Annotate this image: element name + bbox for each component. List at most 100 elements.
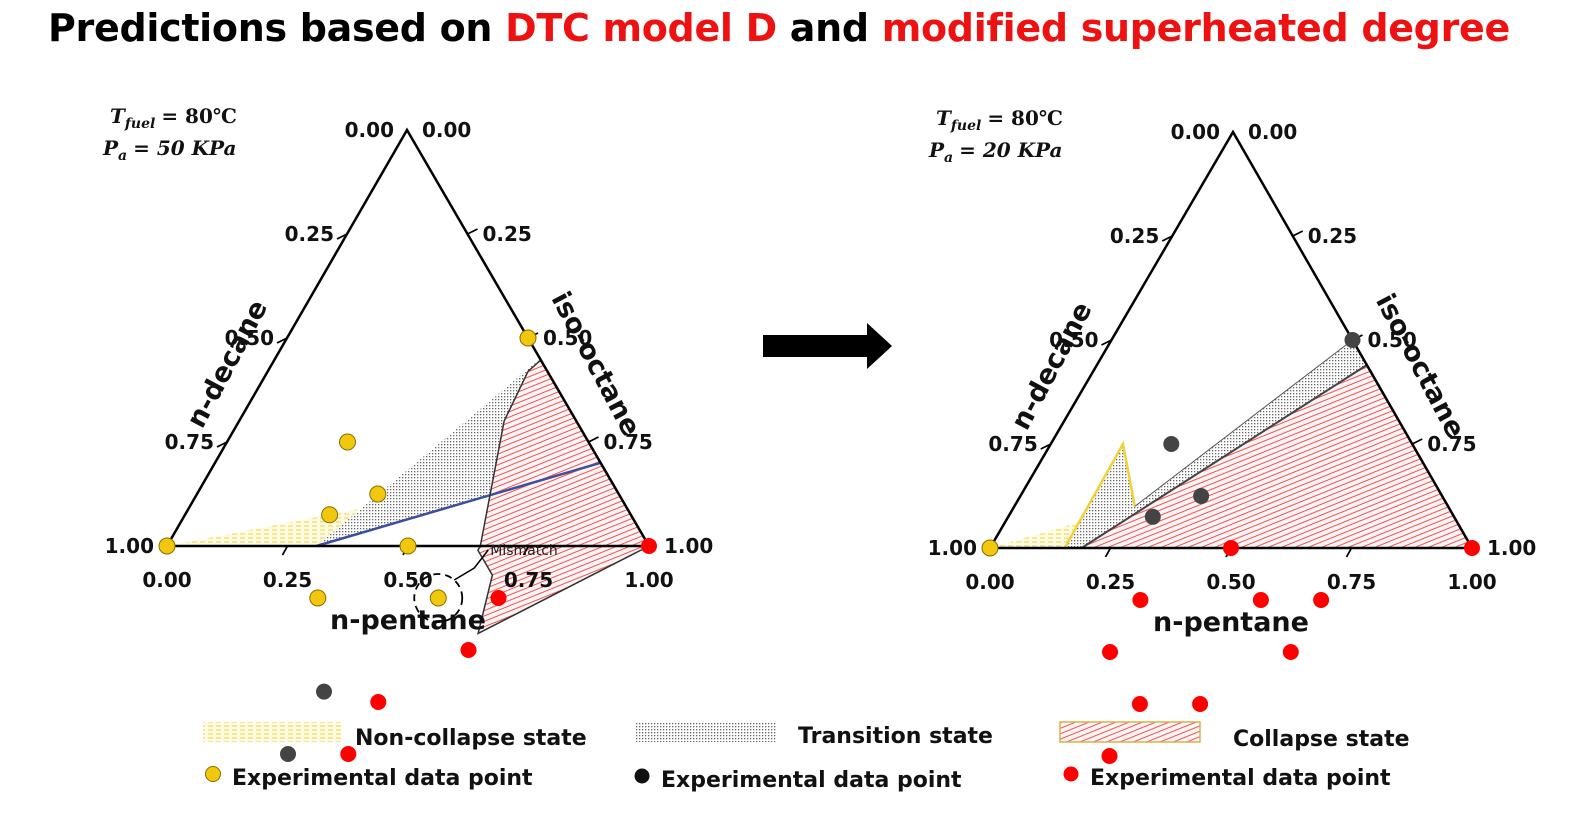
data-point-transition [1344, 332, 1361, 348]
axis-label-n-pentane: n-pentane [1153, 607, 1309, 638]
data-point-non-collapse [399, 537, 417, 555]
condition-pressure: Pa = 20 KPa [928, 138, 1062, 166]
axis-label-n-pentane: n-pentane [330, 605, 486, 636]
bottom-tick-label: 0.50 [383, 568, 432, 592]
bottom-tick-label: 0.75 [504, 568, 553, 592]
right-tick-label: 1.00 [1487, 536, 1536, 560]
right-tick-label: 0.50 [543, 326, 592, 350]
axis-label-n-decane: n-decane [1005, 297, 1098, 435]
right-tick-mark [588, 436, 599, 443]
data-point-non-collapse [158, 537, 176, 555]
bottom-tick-mark [281, 545, 289, 556]
right-tick-label: 0.75 [1427, 432, 1476, 456]
figure-title: Predictions based on DTC model D and mod… [48, 6, 1510, 50]
ternary-plot-right: 0.00 1.00 1.00 0.25 0.75 0.75 0.50 0.50 0.50 0.75… [928, 106, 1536, 764]
legend-swatch-collapse [1059, 721, 1201, 743]
left-tick-mark [1040, 443, 1052, 450]
bottom-tick-label: 0.50 [1206, 570, 1255, 594]
left-tick-label: 0.75 [988, 432, 1037, 456]
legend-marker-dark [634, 768, 650, 784]
condition-temperature: Tfuel = 80℃ [936, 106, 1063, 134]
boundary-line-non-collapse [1063, 440, 1137, 549]
left-tick-mark [216, 441, 228, 448]
data-point-collapse [1102, 644, 1118, 660]
left-tick-label: 0.50 [1049, 328, 1098, 352]
data-point-non-collapse [309, 589, 327, 607]
right-tick-label: 1.00 [664, 534, 713, 558]
right-tick-mark [1411, 438, 1423, 445]
legend-label-transition: Transition state [798, 724, 993, 749]
legend-marker-red [1063, 766, 1079, 782]
right-tick-label: 0.25 [483, 222, 532, 246]
legend-swatch-transition [636, 722, 776, 742]
data-point-transition [1193, 488, 1210, 504]
bottom-tick-label: 1.00 [1447, 570, 1496, 594]
legend-marker-yellow [205, 766, 221, 782]
legend-point-label-red: Experimental data point [1090, 766, 1391, 791]
title-method-name: modified superheated degree [881, 6, 1511, 50]
region-transition [316, 358, 601, 634]
data-point-transition [1144, 508, 1161, 525]
title-model-name: DTC model D [505, 6, 777, 50]
boundary-line-collapse [1081, 364, 1368, 549]
legend-point-label-yellow: Experimental data point [232, 766, 533, 791]
right-tick-mark [1292, 230, 1304, 237]
data-point-collapse [1131, 696, 1148, 712]
data-point-collapse [1282, 644, 1299, 660]
left-tick-mark [1101, 339, 1112, 346]
bottom-tick-mark [522, 545, 530, 556]
boundary-line-transition [1134, 339, 1353, 507]
legend-point-label-dark: Experimental data point [661, 768, 962, 793]
legend: Non-collapse state Transition state Coll… [203, 721, 1410, 793]
data-point-collapse [1132, 592, 1149, 608]
data-point-collapse [1223, 540, 1239, 556]
legend-swatch-non-collapse [203, 722, 341, 742]
transition-arrow-icon [763, 323, 892, 369]
bottom-tick-label: 0.25 [1086, 570, 1135, 594]
condition-pressure: Pa = 50 KPa [102, 136, 236, 164]
data-point-non-collapse [429, 589, 447, 607]
legend-label-collapse: Collapse state [1233, 727, 1410, 752]
bottom-tick-label: 1.00 [624, 568, 673, 592]
data-point-collapse [340, 746, 357, 762]
region-collapse [1081, 365, 1472, 548]
mismatch-highlight-circle [413, 573, 464, 623]
region-collapse [477, 360, 649, 634]
left-tick-label: 0.00 [1171, 120, 1220, 144]
data-point-collapse [1101, 748, 1118, 764]
left-tick-label: 0.50 [225, 326, 274, 350]
left-tick-label: 0.00 [345, 118, 394, 142]
data-point-collapse [460, 642, 477, 658]
right-tick-label: 0.00 [1248, 120, 1297, 144]
bottom-tick-label: 0.00 [142, 568, 191, 592]
data-point-collapse [370, 694, 387, 710]
left-tick-label: 1.00 [928, 536, 977, 560]
boundary-line-collapse [476, 358, 651, 635]
condition-temperature: Tfuel = 80℃ [110, 104, 237, 132]
annotation-mismatch: Mismatch [490, 543, 558, 559]
data-point-collapse [1464, 540, 1480, 556]
left-tick-label: 1.00 [105, 534, 154, 558]
data-point-non-collapse [321, 506, 339, 524]
axis-label-n-decane: n-decane [181, 295, 274, 433]
left-tick-label: 0.75 [165, 430, 214, 454]
legend-label-non-collapse: Non-collapse state [355, 726, 587, 751]
data-point-non-collapse [369, 485, 387, 503]
right-tick-label: 0.75 [604, 430, 653, 454]
bottom-tick-mark [1345, 547, 1353, 558]
bottom-tick-label: 0.25 [263, 568, 312, 592]
data-point-collapse [1313, 592, 1330, 608]
data-point-non-collapse [981, 539, 999, 557]
left-tick-mark [336, 233, 348, 240]
right-tick-label: 0.50 [1368, 328, 1417, 352]
bottom-tick-mark [1104, 547, 1112, 558]
data-point-collapse [641, 538, 657, 554]
data-point-transition [1163, 436, 1180, 452]
data-point-collapse [1192, 696, 1209, 712]
right-tick-label: 0.00 [422, 118, 471, 142]
left-tick-label: 0.25 [285, 222, 334, 246]
mismatch-leader-line [453, 549, 489, 581]
left-tick-mark [276, 337, 288, 344]
data-point-transition [316, 683, 332, 700]
